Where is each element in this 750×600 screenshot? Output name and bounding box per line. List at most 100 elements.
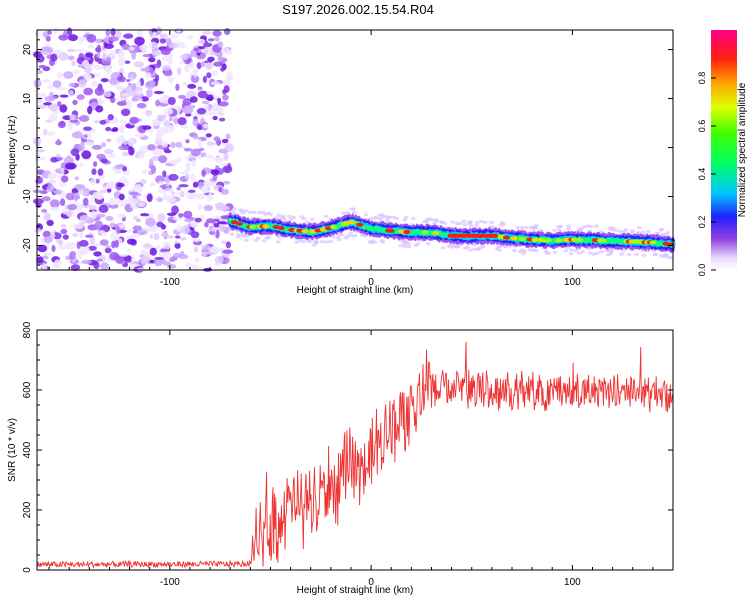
- noise-blob: [214, 255, 224, 264]
- noise-blob: [62, 207, 68, 215]
- ridge-halo: [428, 218, 434, 222]
- ridge-halo: [313, 241, 318, 245]
- ridge-halo: [634, 252, 639, 256]
- snr-x-ticks: -100 0 100: [48, 330, 674, 588]
- noise-blob: [177, 94, 187, 100]
- ridge-halo: [275, 240, 281, 244]
- noise-blob: [79, 142, 85, 152]
- noise-blob: [146, 193, 153, 203]
- noise-blob: [212, 174, 218, 181]
- noise-blob: [155, 133, 163, 141]
- noise-blob: [78, 163, 84, 167]
- noise-blob: [98, 204, 109, 213]
- noise-blob: [68, 89, 74, 97]
- ridge-halo: [311, 243, 317, 247]
- noise-blob: [144, 72, 152, 79]
- noise-blob: [224, 28, 231, 35]
- noise-blob: [203, 183, 210, 188]
- noise-blob: [41, 263, 47, 271]
- noise-blob: [210, 169, 220, 176]
- noise-blob: [165, 37, 172, 46]
- noise-blob: [206, 94, 214, 102]
- noise-blob: [41, 209, 48, 213]
- ridge-halo: [558, 224, 564, 229]
- noise-blob: [219, 101, 229, 107]
- noise-blob: [49, 103, 58, 112]
- noise-blob: [83, 73, 92, 82]
- noise-blob: [137, 229, 148, 235]
- noise-blob: [156, 26, 162, 35]
- noise-blob: [213, 223, 220, 228]
- noise-blob: [156, 221, 164, 228]
- noise-blob: [77, 250, 83, 260]
- noise-blob: [200, 61, 206, 68]
- ridge-halo: [299, 215, 305, 219]
- ridge-halo: [518, 250, 524, 254]
- noise-blob: [157, 213, 166, 222]
- noise-blob: [169, 159, 179, 165]
- noise-blob: [174, 240, 179, 244]
- noise-blob: [42, 31, 48, 38]
- ridge-halo: [568, 248, 574, 252]
- noise-blob: [96, 258, 103, 262]
- noise-blob: [116, 29, 122, 39]
- ridge-halo: [519, 226, 525, 230]
- noise-blob: [120, 92, 128, 97]
- ridge-halo: [594, 251, 600, 255]
- noise-blob: [94, 87, 105, 96]
- ridge-core: [387, 228, 395, 233]
- ridge-halo: [263, 212, 268, 216]
- noise-blob: [163, 108, 174, 115]
- noise-blob: [163, 251, 172, 260]
- colorbar-tick-label: 0.4: [697, 168, 707, 181]
- spectral-ridge: [228, 207, 676, 260]
- noise-blob: [218, 148, 229, 154]
- noise-blob: [193, 70, 198, 78]
- noise-blob: [93, 251, 102, 257]
- noise-blob: [117, 50, 125, 59]
- noise-blob: [179, 237, 187, 241]
- noise-blob: [171, 33, 179, 39]
- ridge-halo: [585, 224, 591, 228]
- noise-blob: [131, 82, 137, 91]
- noise-blob: [116, 75, 126, 83]
- noise-blob: [170, 141, 176, 149]
- ridge-halo: [243, 238, 249, 242]
- noise-blob: [59, 104, 68, 113]
- ridge-halo: [441, 221, 447, 225]
- noise-blob: [76, 203, 83, 212]
- noise-blob: [203, 204, 213, 212]
- noise-blob: [96, 52, 101, 58]
- noise-blob: [204, 154, 215, 159]
- noise-blob: [69, 119, 79, 123]
- noise-blob: [206, 197, 212, 202]
- noise-blob: [129, 74, 135, 82]
- noise-blob: [190, 231, 200, 239]
- ridge-halo: [461, 219, 467, 223]
- noise-blob: [51, 245, 56, 252]
- noise-blob: [83, 134, 88, 138]
- ridge-halo: [580, 250, 586, 254]
- spectrogram-x-ticks: -100 0 100: [48, 30, 674, 288]
- ridge-halo: [502, 244, 508, 248]
- noise-blob: [148, 57, 156, 63]
- ridge-halo: [283, 219, 288, 223]
- noise-blob: [213, 136, 221, 142]
- ridge-core: [555, 238, 563, 243]
- ridge-halo: [655, 231, 660, 235]
- ridge-halo: [640, 230, 646, 234]
- noise-blob: [129, 116, 139, 124]
- ridge-halo: [336, 232, 342, 237]
- noise-blob: [133, 61, 145, 68]
- noise-blob: [115, 97, 126, 101]
- noise-blob: [36, 54, 45, 63]
- noise-blob: [217, 51, 223, 60]
- noise-blob: [57, 121, 66, 129]
- ridge-halo: [573, 249, 579, 253]
- noise-blob: [42, 255, 49, 260]
- noise-blob: [156, 114, 168, 119]
- ridge-halo: [478, 219, 484, 224]
- noise-blob: [91, 144, 102, 150]
- ridge-core: [348, 220, 356, 225]
